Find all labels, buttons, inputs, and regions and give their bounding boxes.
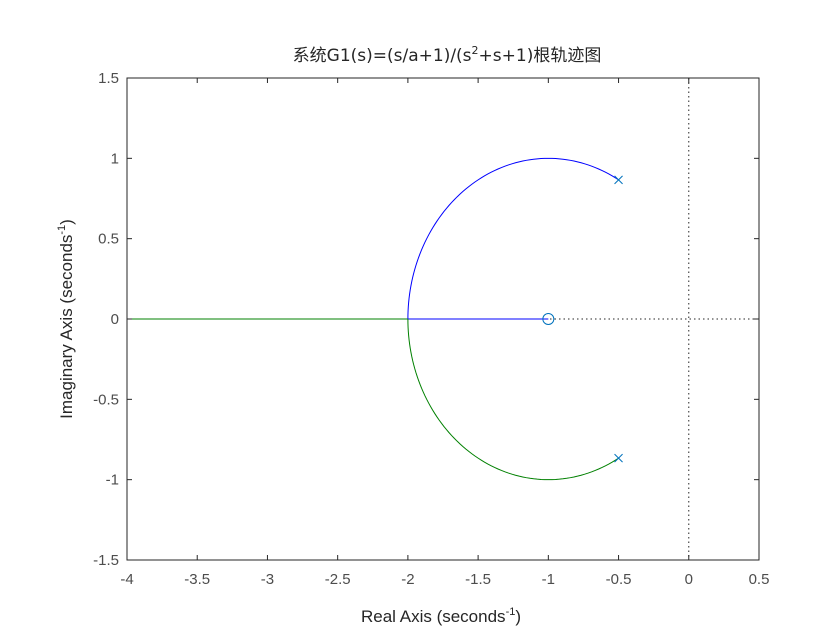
y-tick-label: 1 — [111, 150, 119, 167]
x-tick-label: -1 — [542, 571, 555, 588]
chart-title: 系统G1(s)=(s/a+1)/(s2+s+1)根轨迹图 — [293, 44, 602, 66]
pole-marker-stroke — [614, 453, 623, 463]
pole-marker — [614, 453, 623, 463]
x-tick-label: -2.5 — [325, 571, 351, 588]
x-tick-label: -3.5 — [184, 571, 210, 588]
x-axis-label-superscript: -1 — [506, 606, 516, 618]
title-superscript: 2 — [472, 44, 479, 57]
x-tick-label: -1.5 — [465, 571, 491, 588]
y-tick-label: -1 — [106, 472, 119, 489]
y-axis-label-main: Imaginary Axis (seconds — [57, 235, 76, 419]
x-tick-label: -0.5 — [606, 571, 632, 588]
zero-marker — [542, 313, 555, 325]
locus-series-green-segment-0 — [407, 318, 619, 481]
y-axis-label-superscript: -1 — [56, 225, 68, 235]
x-axis-label-main: Real Axis (seconds — [361, 607, 506, 626]
x-axis-label-close: ) — [515, 607, 521, 626]
y-tick-label: -0.5 — [93, 391, 119, 408]
pole-marker — [614, 175, 623, 185]
x-tick-label: -4 — [120, 571, 133, 588]
x-tick-label: 0 — [685, 571, 693, 588]
y-ticks: -1.5 -1 -0.5 0 0.5 1 1.5 — [93, 70, 759, 569]
y-tick-label: 1.5 — [98, 70, 119, 87]
pole-zero-markers — [542, 175, 623, 463]
locus-curves — [127, 157, 619, 481]
title-main: 系统G1(s)=(s/a+1)/(s — [293, 46, 472, 66]
y-axis-label: Imaginary Axis (seconds-1) — [56, 219, 76, 419]
y-tick-label: 0.5 — [98, 231, 119, 248]
y-tick-label: 0 — [111, 311, 119, 328]
y-tick-label: -1.5 — [93, 552, 119, 569]
x-tick-label: 0.5 — [749, 571, 770, 588]
x-ticks: -4 -3.5 -3 -2.5 -2 -1.5 -1 -0.5 0 0.5 — [120, 78, 769, 588]
y-axis-label-close: ) — [57, 219, 76, 225]
locus-series-blue-segment-0 — [407, 157, 619, 320]
x-axis-label: Real Axis (seconds-1) — [361, 606, 521, 626]
pole-marker-stroke — [614, 175, 623, 185]
x-tick-label: -2 — [401, 571, 414, 588]
title-rest: +s+1)根轨迹图 — [479, 46, 602, 66]
x-tick-label: -3 — [261, 571, 274, 588]
